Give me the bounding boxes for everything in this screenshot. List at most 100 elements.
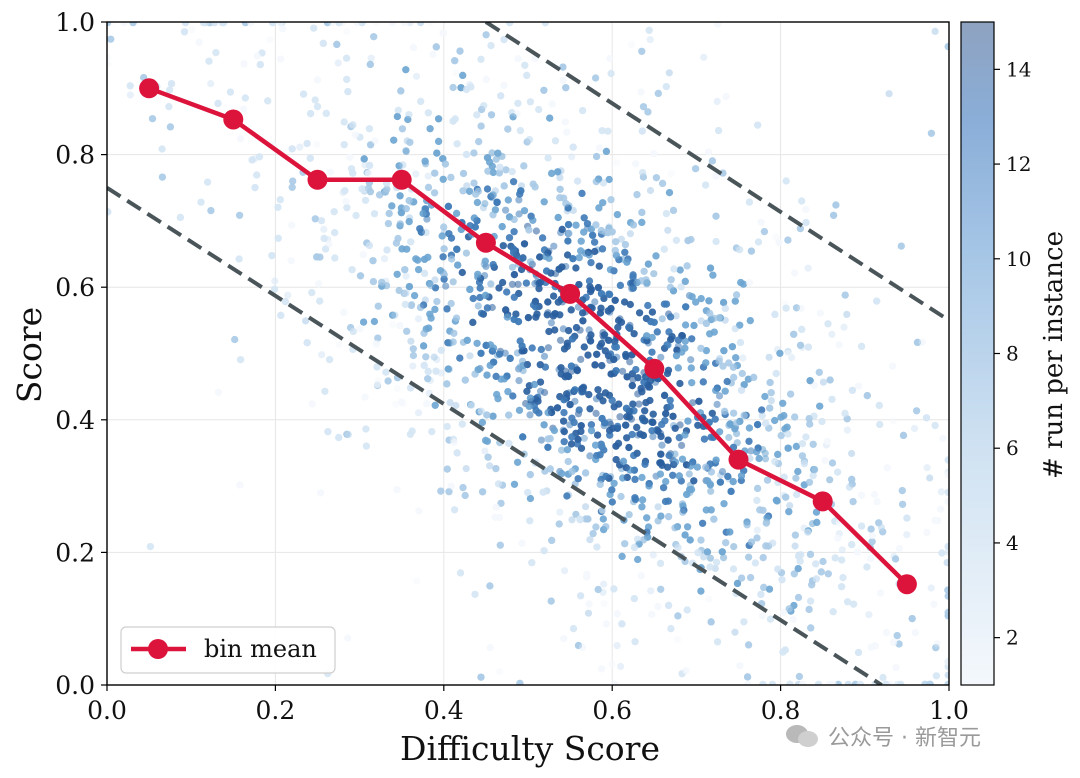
- scatter-point: [732, 354, 740, 362]
- scatter-point: [560, 635, 568, 643]
- scatter-point: [804, 264, 812, 272]
- scatter-point: [843, 426, 852, 434]
- scatter-point: [527, 212, 535, 220]
- scatter-point: [343, 27, 351, 36]
- scatter-point: [606, 54, 614, 62]
- scatter-point: [445, 230, 453, 238]
- scatter-point: [447, 482, 455, 490]
- scatter-point: [435, 137, 443, 145]
- scatter-point: [944, 671, 949, 679]
- scatter-point: [398, 125, 406, 133]
- scatter-point: [514, 458, 522, 466]
- scatter-point: [810, 381, 819, 389]
- scatter-point: [526, 494, 535, 503]
- scatter-point: [481, 200, 489, 208]
- scatter-point: [440, 223, 448, 231]
- scatter-point: [601, 331, 609, 339]
- scatter-point: [604, 127, 612, 135]
- scatter-point: [536, 253, 544, 261]
- scatter-point: [483, 411, 491, 419]
- scatter-point: [700, 53, 708, 61]
- scatter-point: [621, 248, 629, 256]
- scatter-point: [786, 502, 794, 510]
- scatter-point: [409, 351, 417, 360]
- scatter-point: [648, 427, 656, 435]
- scatter-point: [669, 287, 678, 295]
- scatter-point: [424, 183, 433, 191]
- scatter-point: [898, 487, 906, 495]
- scatter-point: [610, 479, 618, 487]
- scatter-point: [393, 270, 401, 278]
- scatter-point: [599, 179, 608, 187]
- scatter-point: [931, 516, 939, 525]
- scatter-point: [636, 309, 644, 317]
- scatter-point: [688, 293, 696, 301]
- scatter-point: [944, 471, 949, 479]
- scatter-point: [452, 314, 461, 322]
- scatter-point: [596, 480, 604, 488]
- scatter-point: [308, 400, 316, 408]
- scatter-point: [341, 187, 349, 195]
- scatter-point: [334, 59, 342, 67]
- scatter-point: [703, 548, 712, 556]
- scatter-point: [621, 241, 630, 249]
- scatter-point: [931, 421, 939, 430]
- scatter-point: [828, 395, 836, 403]
- scatter-point: [436, 267, 445, 275]
- scatter-point: [465, 187, 474, 195]
- scatter-point: [899, 500, 907, 508]
- scatter-point: [247, 22, 255, 27]
- scatter-point: [892, 555, 900, 563]
- scatter-point: [524, 488, 532, 497]
- scatter-point: [520, 162, 528, 170]
- scatter-point: [459, 187, 467, 195]
- scatter-point: [487, 280, 495, 288]
- scatter-point: [681, 337, 689, 345]
- scatter-point: [615, 400, 623, 408]
- scatter-point: [737, 472, 746, 480]
- scatter-point: [760, 228, 769, 236]
- scatter-point: [575, 254, 583, 262]
- scatter-point: [413, 577, 421, 585]
- scatter-point: [205, 57, 213, 65]
- scatter-point: [320, 234, 328, 242]
- scatter-point: [657, 450, 665, 458]
- scatter-point: [706, 309, 714, 317]
- scatter-point: [593, 543, 601, 551]
- scatter-point: [737, 386, 746, 394]
- scatter-point: [885, 90, 893, 98]
- scatter-point: [739, 354, 747, 362]
- scatter-point: [255, 153, 264, 161]
- scatter-point: [647, 587, 655, 595]
- scatter-point: [893, 632, 901, 640]
- scatter-point: [641, 407, 649, 415]
- scatter-point: [632, 366, 640, 374]
- scatter-point: [568, 433, 576, 441]
- scatter-point: [577, 592, 585, 600]
- scatter-point: [463, 182, 471, 190]
- scatter-point: [762, 419, 770, 427]
- scatter-point: [757, 218, 765, 226]
- scatter-point: [231, 335, 239, 344]
- scatter-point: [854, 548, 862, 556]
- scatter-point: [718, 468, 727, 476]
- scatter-point: [772, 233, 780, 241]
- scatter-point: [443, 465, 451, 473]
- scatter-point: [560, 345, 569, 353]
- scatter-point: [639, 103, 648, 111]
- scatter-point: [560, 396, 568, 404]
- scatter-point: [656, 470, 665, 478]
- scatter-point: [532, 406, 540, 414]
- scatter-point: [800, 460, 809, 468]
- scatter-point: [761, 392, 769, 401]
- scatter-point: [774, 450, 782, 458]
- scatter-point: [610, 585, 618, 593]
- scatter-point: [944, 586, 949, 594]
- scatter-point: [478, 418, 486, 426]
- scatter-point: [310, 24, 318, 32]
- scatter-point: [362, 442, 370, 450]
- scatter-point: [396, 222, 404, 230]
- scatter-point: [475, 138, 483, 146]
- scatter-point: [431, 276, 439, 284]
- scatter-point: [271, 277, 279, 285]
